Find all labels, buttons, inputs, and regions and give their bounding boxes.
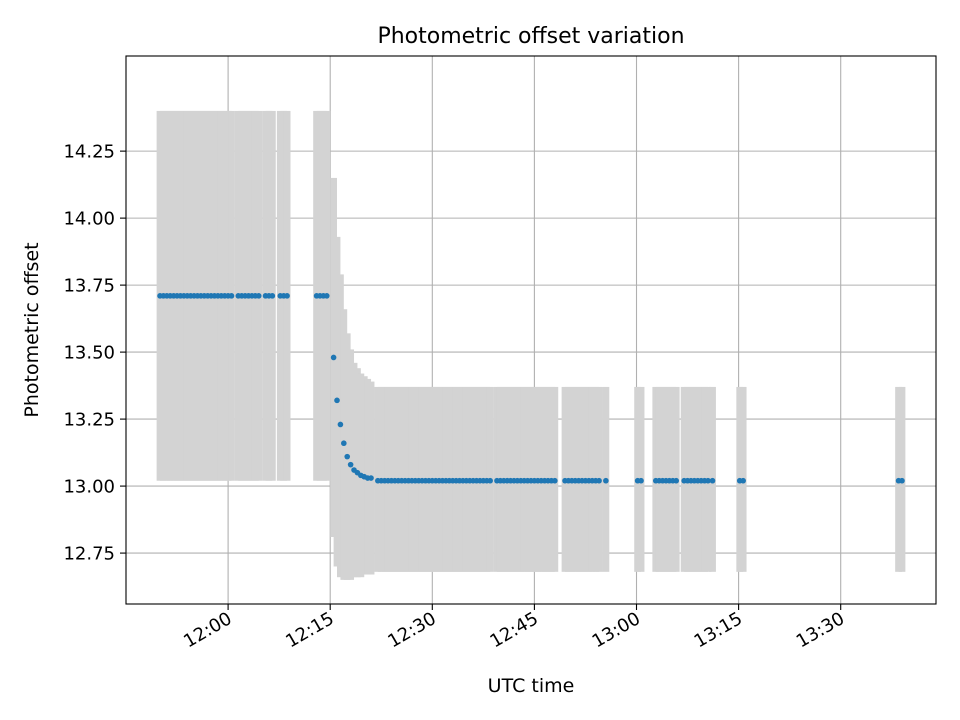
data-point	[740, 477, 746, 484]
data-point	[368, 475, 374, 481]
y-tick-label: 14.25	[63, 142, 115, 163]
y-axis-label: Photometric offset	[21, 242, 43, 417]
data-point	[344, 453, 351, 460]
data-point	[347, 461, 354, 468]
data-point	[552, 477, 558, 484]
data-point	[603, 477, 609, 484]
y-tick-label: 13.25	[63, 410, 115, 431]
data-point	[334, 397, 340, 404]
data-point	[341, 440, 347, 447]
y-tick-label: 14.00	[63, 209, 115, 230]
data-point	[596, 477, 602, 484]
data-point	[337, 421, 344, 428]
plot-frame	[125, 55, 937, 605]
y-tick-label: 13.00	[63, 477, 115, 498]
data-point	[330, 354, 337, 361]
data-point	[638, 477, 644, 484]
x-axis-label: UTC time	[488, 675, 575, 697]
data-point	[255, 293, 262, 299]
data-point	[673, 477, 680, 484]
data-point	[269, 293, 276, 299]
data-point	[323, 293, 330, 299]
y-tick-label: 12.75	[63, 544, 115, 565]
chart-title: Photometric offset variation	[377, 24, 684, 49]
data-point	[487, 477, 493, 484]
data-point	[705, 477, 711, 484]
data-points	[157, 293, 905, 484]
data-point	[709, 477, 716, 484]
y-tick-label: 13.75	[63, 276, 115, 297]
y-tick-label: 13.50	[63, 343, 115, 364]
data-point	[284, 293, 290, 299]
data-point	[228, 293, 235, 299]
data-point	[899, 477, 905, 484]
y-axis-ticks: 12.75 13.00 13.25 13.50 13.75 14.00 14.25	[63, 142, 126, 565]
